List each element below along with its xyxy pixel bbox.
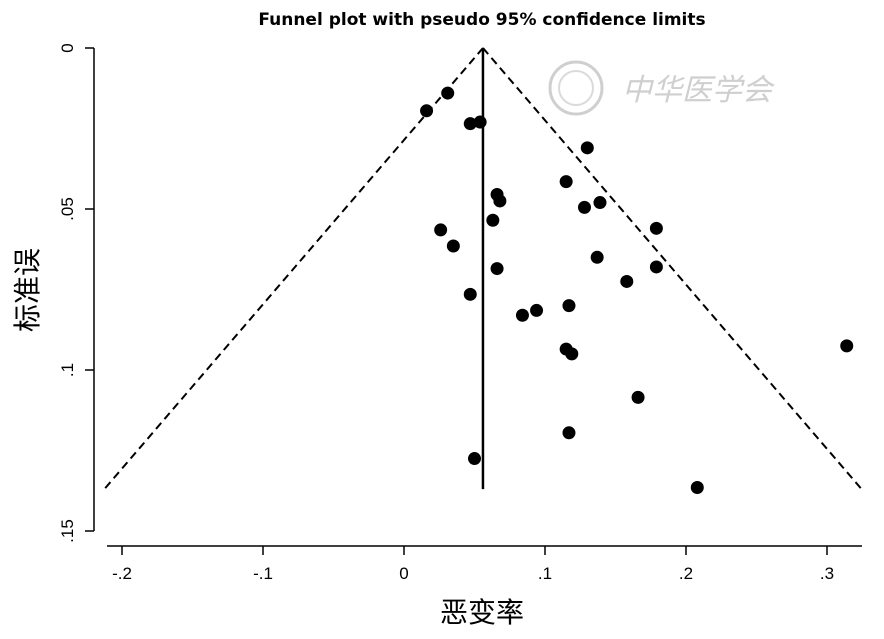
study-point	[649, 260, 663, 274]
x-axis-ticks: -.2 -.1 0 .1 .2 .3	[112, 546, 834, 583]
study-point	[559, 175, 573, 189]
y-tick-label: .05	[58, 197, 77, 221]
x-axis-label: 恶变率	[440, 596, 524, 629]
x-tick-label: -.2	[112, 564, 132, 583]
watermark-seal	[548, 60, 604, 116]
study-point	[446, 239, 460, 253]
study-point	[590, 250, 604, 264]
x-tick-label: -.1	[253, 564, 273, 583]
study-point	[580, 141, 594, 155]
confidence-limits	[103, 47, 863, 490]
x-tick-label: .3	[820, 564, 834, 583]
study-point	[486, 213, 500, 227]
x-tick-label: .2	[679, 564, 693, 583]
y-tick-label: 0	[58, 43, 77, 52]
y-axis-label: 标准误	[11, 248, 44, 332]
watermark-seal-inner	[558, 70, 594, 106]
lower-ci-limit	[103, 47, 484, 490]
x-tick-label: .1	[538, 564, 552, 583]
y-axis-ticks: 0 .05 .1 .15	[58, 43, 94, 543]
y-tick-label: .1	[58, 363, 77, 377]
study-point	[562, 299, 576, 313]
study-point	[631, 390, 645, 404]
watermark: 中华医学会	[548, 60, 775, 116]
watermark-text: 中华医学会	[622, 73, 775, 108]
study-point	[562, 426, 576, 440]
study-point	[441, 86, 455, 100]
study-point	[463, 117, 477, 131]
study-point	[420, 104, 434, 118]
study-point	[468, 452, 481, 466]
y-tick-label: .15	[58, 519, 77, 543]
study-point	[493, 194, 507, 208]
study-point	[473, 115, 487, 129]
study-point	[577, 200, 591, 214]
x-tick-label: 0	[399, 564, 408, 583]
study-point	[515, 308, 529, 322]
study-point	[490, 262, 504, 276]
study-point	[649, 221, 663, 235]
study-points	[420, 86, 854, 495]
chart-title: Funnel plot with pseudo 95% confidence l…	[258, 10, 705, 30]
study-point	[434, 223, 448, 237]
upper-ci-limit	[482, 47, 863, 490]
study-point	[690, 481, 704, 495]
study-point	[593, 196, 607, 210]
study-point	[620, 274, 634, 288]
study-point	[463, 287, 477, 301]
study-point	[565, 347, 579, 361]
study-point	[530, 303, 544, 317]
study-point	[840, 339, 854, 353]
